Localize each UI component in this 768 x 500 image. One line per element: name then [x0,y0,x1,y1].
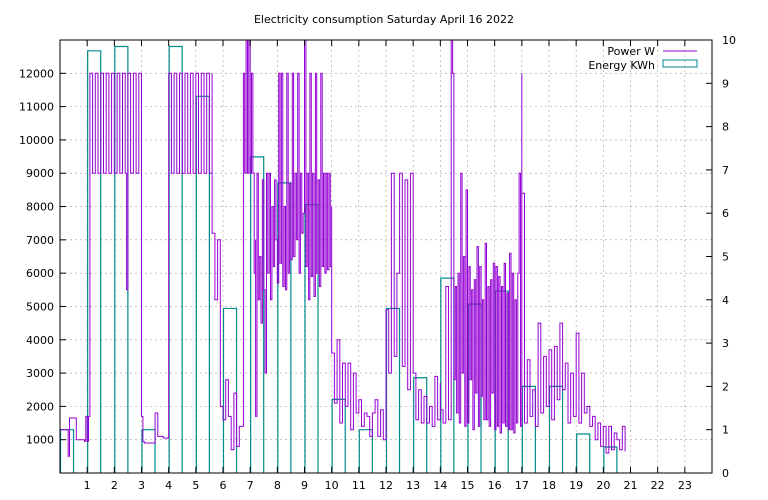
energy-bar-hour-5 [195,95,210,473]
energy-bar-hour-10 [331,398,346,473]
y-tick-label: 4000 [26,334,54,347]
x-tick-label: 22 [651,479,665,492]
y-tick-label: 8000 [26,201,54,214]
x-tick-label: 19 [569,479,583,492]
x-tick-label: 20 [596,479,610,492]
x-tick-label: 7 [247,479,254,492]
energy-series [59,45,618,473]
x-tick-label: 13 [406,479,420,492]
y2-tick-label: 2 [722,380,729,393]
x-tick-label: 10 [325,479,339,492]
x-tick-label: 12 [379,479,393,492]
x-tick-label: 17 [515,479,529,492]
x-tick-label: 16 [488,479,502,492]
y-tick-label: 6000 [26,267,54,280]
energy-bar-hour-8 [277,182,292,473]
x-tick-label: 6 [220,479,227,492]
x-tick-label: 11 [352,479,366,492]
y-axis-left: 1000 2000 3000 4000 5000 6000 7000 8000 9000 1000… [19,67,66,447]
energy-bar-hour-18 [548,385,564,473]
legend: Power W Energy KWh [588,45,698,72]
energy-bar-hour-14 [440,277,455,473]
y-tick-label: 2000 [26,400,54,413]
y-tick-label: 12000 [19,67,54,80]
energy-bar-hour-19 [576,433,591,473]
energy-bar-hour-7 [250,156,265,473]
y-tick-label: 1000 [26,434,54,447]
x-tick-label: 14 [433,479,447,492]
y2-tick-label: 5 [722,251,729,264]
x-tick-label: 8 [274,479,281,492]
x-tick-label: 15 [461,479,475,492]
y2-tick-label: 10 [722,34,736,47]
y2-tick-label: 4 [722,294,729,307]
y-tick-label: 3000 [26,367,54,380]
x-axis: 1 2 3 4 5 6 7 8 9 10 11 12 13 14 15 16 17 18 19 20 21 22 23 [84,40,692,492]
energy-bar-hour-17 [521,385,536,473]
y-tick-label: 5000 [26,300,54,313]
y2-tick-label: 3 [722,337,729,350]
y-tick-label: 7000 [26,234,54,247]
x-tick-label: 18 [542,479,556,492]
energy-bar-hour-0 [59,429,75,473]
power-line-path [60,39,626,457]
x-tick-label: 23 [678,479,692,492]
energy-bar-hour-20 [603,446,618,473]
x-tick-label: 5 [192,479,199,492]
y2-tick-label: 9 [722,77,729,90]
energy-bar-hour-13 [413,377,428,473]
y2-tick-label: 1 [722,424,729,437]
legend-label-energy: Energy KWh [588,59,655,72]
y2-tick-label: 7 [722,164,729,177]
x-tick-label: 4 [165,479,172,492]
chart-title: Electricity consumption Saturday April 1… [254,13,514,26]
x-tick-label: 9 [301,479,308,492]
y2-tick-label: 0 [722,467,729,480]
x-tick-label: 1 [84,479,91,492]
x-tick-label: 21 [624,479,638,492]
y2-tick-label: 6 [722,207,729,220]
x-tick-label: 3 [138,479,145,492]
energy-bar-hour-1 [87,50,102,473]
x-tick-label: 2 [111,479,118,492]
energy-bar-hour-6 [222,307,238,473]
y2-tick-label: 8 [722,121,729,134]
y-axis-right: 0 1 2 3 4 5 6 7 8 9 10 [706,34,736,480]
legend-swatch-energy [662,59,698,68]
y-tick-label: 11000 [19,101,54,114]
power-series [60,39,626,457]
energy-bar-hour-3 [141,429,156,473]
y-tick-label: 9000 [26,167,54,180]
legend-label-power: Power W [607,45,655,58]
energy-bar-hour-11 [358,429,373,473]
y-tick-label: 10000 [19,134,54,147]
